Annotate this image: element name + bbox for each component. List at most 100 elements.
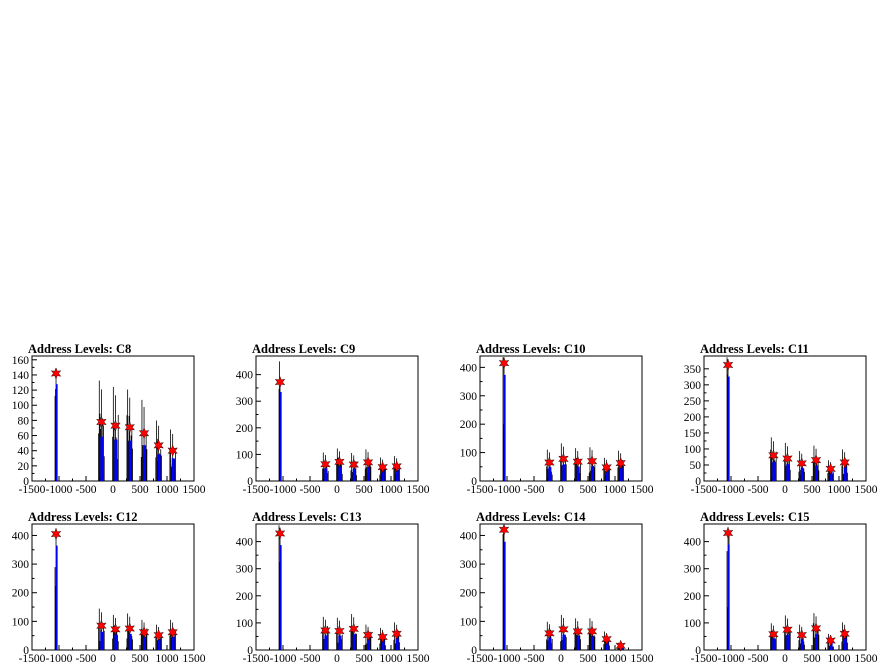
histogram-fill xyxy=(619,467,623,481)
histogram-fill xyxy=(381,640,385,650)
x-tick-label: -1000 xyxy=(494,484,521,496)
y-tick-label: 400 xyxy=(236,370,254,382)
peak-marker xyxy=(544,456,555,469)
y-tick-label: 400 xyxy=(236,537,254,549)
x-tick-label: -1000 xyxy=(270,653,297,665)
x-tick-label: 1500 xyxy=(407,484,430,496)
y-tick-label: 300 xyxy=(460,391,478,403)
y-tick-label: 300 xyxy=(684,564,702,576)
peak-marker xyxy=(601,461,612,474)
histogram-fill xyxy=(815,633,819,650)
x-tick-label: 0 xyxy=(782,653,788,665)
y-tick-label: 200 xyxy=(460,588,478,600)
histogram-fill xyxy=(157,454,161,481)
histogram-fill xyxy=(143,636,147,650)
chart-panel: Address Levels: C14 0 100 200 300 400 -1500 -10… xyxy=(460,510,654,665)
y-tick-label: 140 xyxy=(12,370,30,382)
x-tick-label: -1000 xyxy=(46,653,73,665)
x-tick-label: 500 xyxy=(803,653,821,665)
x-tick-label: -1500 xyxy=(243,653,270,665)
peak-marker xyxy=(782,452,793,465)
x-tick-label: 500 xyxy=(579,653,597,665)
x-tick-label: 1000 xyxy=(156,484,179,496)
peak-marker xyxy=(377,461,388,474)
histogram-fill xyxy=(128,633,132,650)
peak-marker xyxy=(544,627,555,640)
x-tick-label: 1500 xyxy=(631,653,654,665)
chart-panel: Address Levels: C11 0 50 100 150 200 250 300 350… xyxy=(684,342,878,496)
peak-marker xyxy=(722,526,734,539)
y-tick-label: 100 xyxy=(460,616,478,628)
histogram-fill xyxy=(786,634,790,650)
x-tick-label: 500 xyxy=(131,484,149,496)
y-tick-label: 20 xyxy=(18,461,30,473)
histogram-fill xyxy=(56,384,58,481)
x-tick-label: -500 xyxy=(747,653,768,665)
x-tick-label: 0 xyxy=(334,484,340,496)
histogram-fill xyxy=(100,436,104,481)
y-tick-label: 100 xyxy=(684,444,702,456)
x-tick-label: 1500 xyxy=(855,484,878,496)
peak-marker xyxy=(586,625,598,638)
peak-marker xyxy=(839,627,850,640)
x-tick-label: -1000 xyxy=(46,484,73,496)
peak-marker xyxy=(572,625,583,638)
y-tick-label: 50 xyxy=(690,460,702,472)
histogram-fill xyxy=(800,467,804,481)
histogram-fill xyxy=(591,466,595,481)
histogram-fill xyxy=(171,458,175,481)
chart-title: Address Levels: C8 xyxy=(28,342,131,356)
y-tick-label: 400 xyxy=(684,537,702,549)
peak-marker xyxy=(274,376,286,389)
x-tick-label: 1000 xyxy=(380,484,403,496)
y-tick-label: 250 xyxy=(684,396,702,408)
peak-marker xyxy=(124,622,135,635)
x-tick-label: 1500 xyxy=(407,653,430,665)
x-tick-label: -500 xyxy=(299,484,320,496)
x-tick-label: -1000 xyxy=(270,484,297,496)
histogram-fill xyxy=(605,470,609,481)
peak-marker xyxy=(825,634,836,647)
peak-marker xyxy=(615,457,626,470)
peak-marker xyxy=(586,455,598,468)
x-tick-label: 0 xyxy=(334,653,340,665)
chart-title: Address Levels: C13 xyxy=(252,510,362,524)
y-tick-label: 40 xyxy=(18,446,30,458)
peak-marker xyxy=(825,462,836,475)
x-tick-label: 1000 xyxy=(604,484,627,496)
chart-title: Address Levels: C15 xyxy=(700,510,810,524)
chart-title: Address Levels: C12 xyxy=(28,510,138,524)
x-tick-label: -1500 xyxy=(19,484,46,496)
histogram-fill xyxy=(576,636,580,650)
histogram-fill xyxy=(548,637,552,650)
histogram-fill xyxy=(576,466,580,481)
x-tick-label: 1000 xyxy=(828,484,851,496)
peak-marker xyxy=(796,457,807,470)
peak-marker xyxy=(498,523,510,536)
y-tick-label: 100 xyxy=(236,449,254,461)
x-tick-label: -500 xyxy=(75,653,96,665)
y-tick-label: 200 xyxy=(236,423,254,435)
histogram-fill xyxy=(800,638,804,650)
y-tick-label: 200 xyxy=(684,412,702,424)
chart-panel: Address Levels: C12 0 100 200 300 400 -1500 -10… xyxy=(12,510,206,665)
x-tick-label: 500 xyxy=(131,653,149,665)
histogram-fill xyxy=(504,374,506,481)
y-tick-label: 120 xyxy=(12,385,30,397)
chart-panel: Address Levels: C13 0 100 200 300 400 -1500 -10… xyxy=(236,510,430,665)
peak-marker xyxy=(810,454,822,467)
y-tick-label: 0 xyxy=(247,476,253,488)
y-tick-label: 100 xyxy=(12,400,30,412)
peak-marker xyxy=(96,415,107,428)
x-tick-label: 0 xyxy=(110,653,116,665)
peak-marker xyxy=(615,639,626,652)
peak-marker xyxy=(572,455,583,468)
histogram-fill xyxy=(548,467,552,481)
y-tick-label: 0 xyxy=(695,476,701,488)
x-tick-label: -1500 xyxy=(691,653,718,665)
y-tick-label: 300 xyxy=(460,559,478,571)
x-tick-label: 1000 xyxy=(604,653,627,665)
peak-marker xyxy=(274,527,286,540)
peak-marker xyxy=(796,629,807,642)
y-tick-label: 150 xyxy=(684,428,702,440)
